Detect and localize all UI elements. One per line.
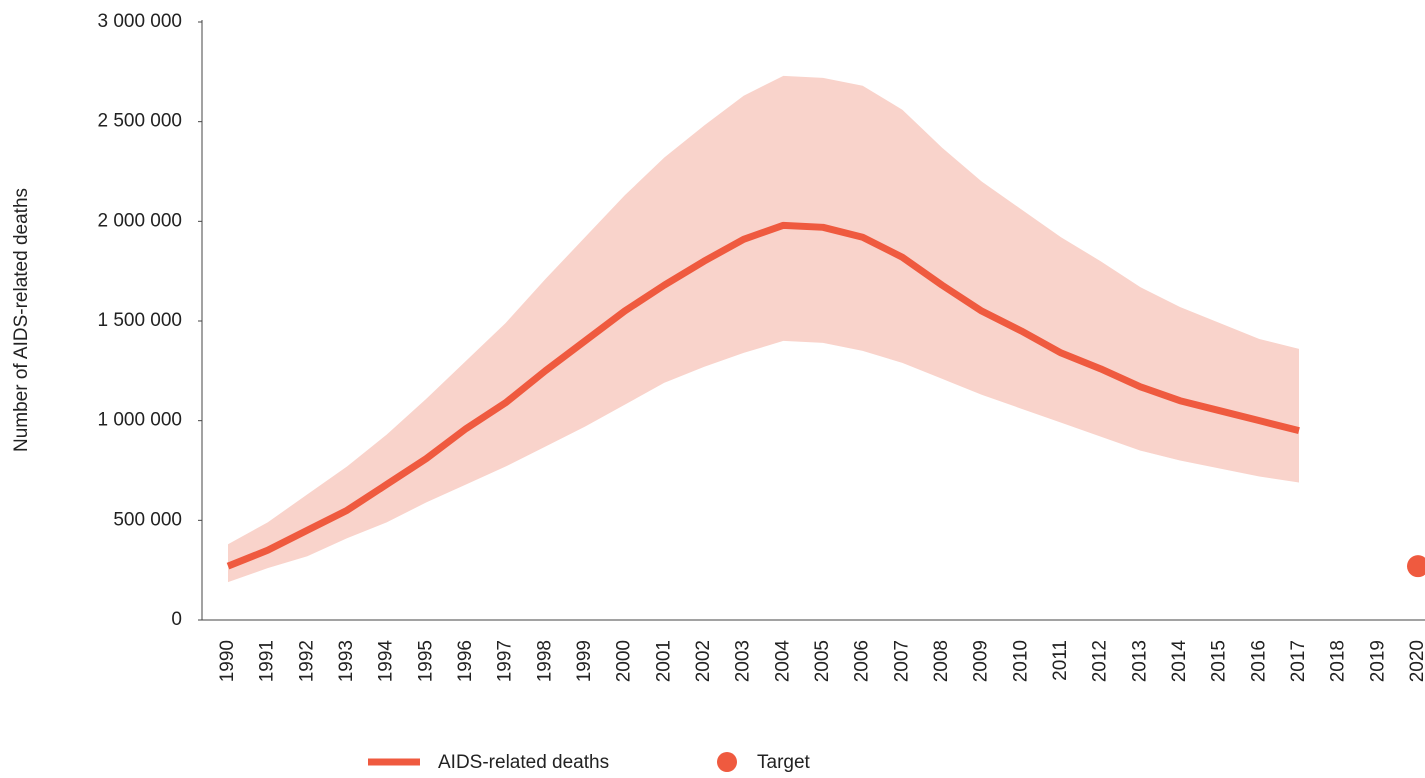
x-tick-label: 2018 [1328,640,1349,682]
legend-marker [717,752,737,772]
x-tick-label: 1998 [534,640,555,682]
x-tick-label: 2012 [1090,640,1111,682]
x-tick-label: 2014 [1169,640,1190,683]
x-tick-label: 2011 [1050,640,1071,681]
x-tick-label: 2009 [971,640,992,682]
target-point [1407,555,1425,578]
y-tick-label: 1 500 000 [97,310,182,331]
x-tick-label: 2007 [891,640,912,682]
legend-label: Target [757,752,811,773]
x-tick-label: 1991 [257,640,278,682]
y-tick-label: 0 [171,609,182,630]
x-tick-label: 2016 [1248,640,1269,682]
x-tick-label: 2002 [693,640,714,682]
x-tick-label: 2020 [1407,640,1425,682]
x-tick-label: 2003 [733,640,754,682]
x-tick-label: 1994 [376,640,397,683]
x-tick-label: 2006 [852,640,873,682]
x-tick-label: 2005 [812,640,833,682]
y-tick-label: 2 000 000 [97,210,182,231]
x-tick-label: 1997 [495,640,516,682]
x-tick-label: 2001 [653,640,674,682]
x-tick-label: 2017 [1288,640,1309,682]
y-axis-label: Number of AIDS-related deaths [11,188,32,452]
x-tick-label: 2015 [1209,640,1230,682]
x-tick-label: 1993 [336,640,357,682]
x-tick-label: 2010 [1010,640,1031,682]
uncertainty-band [228,75,1299,583]
line [226,221,1300,570]
y-tick-label: 3 000 000 [97,11,182,32]
x-tick-label: 2008 [931,640,952,682]
x-tick-label: 1990 [217,640,238,682]
legend-label: AIDS-related deaths [438,752,609,773]
x-tick-label: 1992 [296,640,317,682]
x-tick-label: 2004 [772,640,793,683]
x-tick-label: 2000 [614,640,635,682]
x-tick-label: 2019 [1367,640,1388,682]
y-tick-label: 1 000 000 [97,410,182,431]
x-tick-label: 1996 [455,640,476,682]
x-tick-label: 1995 [415,640,436,682]
x-tick-label: 1999 [574,640,595,682]
x-tick-label: 2013 [1129,640,1150,682]
y-tick-label: 500 000 [113,509,182,530]
y-tick-label: 2 500 000 [97,111,182,132]
